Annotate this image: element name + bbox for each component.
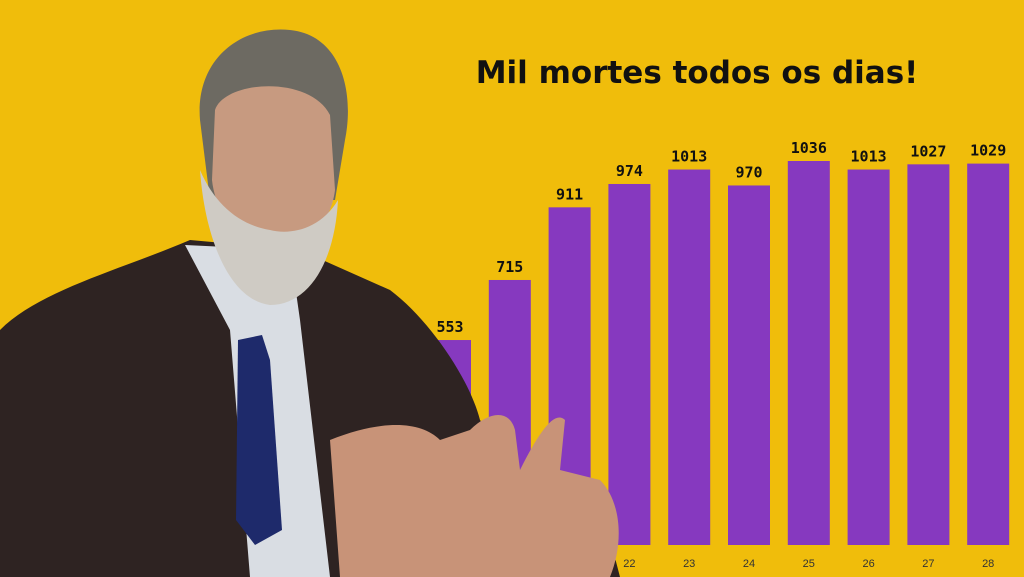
- bar: [728, 185, 770, 545]
- x-tick-label: 23: [683, 558, 695, 570]
- x-tick-label: 27: [922, 558, 934, 570]
- value-label: 970: [735, 163, 762, 181]
- value-label: 1029: [970, 142, 1006, 160]
- bar: [787, 161, 830, 545]
- bar: [608, 183, 651, 545]
- bar: [967, 163, 1010, 545]
- value-label: 715: [496, 258, 523, 276]
- value-label: 1013: [851, 148, 887, 166]
- value-label: 553: [436, 318, 463, 336]
- x-tick-label: 24: [743, 558, 755, 570]
- bar: [847, 169, 890, 546]
- x-tick-label: 28: [982, 558, 994, 570]
- value-label: 1013: [671, 148, 707, 166]
- x-tick-label: 22: [623, 558, 635, 570]
- bar: [907, 164, 950, 545]
- photo-person: [0, 29, 620, 577]
- value-label: 1027: [910, 142, 946, 160]
- value-label: 974: [616, 162, 643, 180]
- value-label: 911: [556, 185, 583, 203]
- value-label: 1036: [791, 139, 827, 157]
- bar: [668, 169, 711, 546]
- x-tick-label: 25: [803, 558, 815, 570]
- bar-group: 553 715 911 974 22 1013 23 970 24 1036 25 1013 26 102…: [429, 139, 1010, 570]
- x-tick-label: 26: [862, 558, 874, 570]
- chart-title: Mil mortes todos os dias!: [476, 55, 919, 91]
